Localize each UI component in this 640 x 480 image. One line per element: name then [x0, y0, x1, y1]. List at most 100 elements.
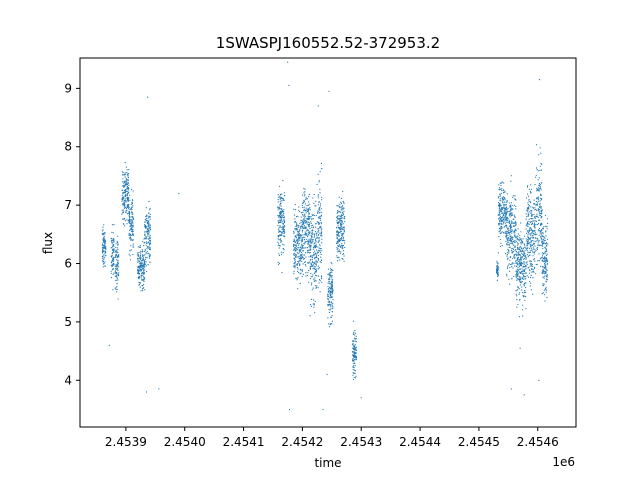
data-point	[301, 257, 303, 259]
data-point	[307, 239, 309, 241]
data-point	[331, 311, 333, 313]
data-point	[545, 278, 548, 280]
data-point	[352, 351, 354, 353]
data-point	[330, 268, 332, 271]
data-point	[343, 240, 346, 242]
data-point	[511, 278, 513, 280]
data-point	[336, 205, 338, 207]
data-point	[139, 244, 141, 247]
data-point	[520, 252, 523, 254]
data-point	[311, 225, 313, 227]
data-point	[113, 257, 115, 259]
data-point	[125, 211, 127, 213]
data-point	[293, 245, 295, 248]
data-point	[130, 259, 132, 261]
data-point	[126, 206, 128, 208]
data-point	[278, 231, 280, 233]
data-point	[316, 268, 318, 270]
data-point	[536, 187, 538, 189]
data-point	[511, 213, 513, 215]
data-point	[510, 241, 513, 243]
data-point	[499, 215, 501, 217]
data-point	[542, 292, 545, 294]
data-point	[352, 374, 354, 376]
data-point	[509, 224, 512, 226]
data-point	[315, 232, 317, 234]
data-point	[353, 359, 355, 361]
data-point	[277, 264, 280, 266]
data-point	[546, 274, 548, 276]
data-point	[283, 230, 285, 232]
data-point	[145, 256, 147, 258]
data-point	[143, 259, 145, 261]
data-point	[498, 236, 500, 238]
data-point	[149, 213, 151, 215]
data-point	[147, 224, 149, 226]
data-point	[545, 275, 547, 277]
data-point	[320, 229, 322, 231]
data-point	[339, 230, 341, 232]
data-point	[126, 219, 128, 221]
data-point	[320, 225, 322, 227]
data-point	[525, 308, 527, 310]
data-point	[301, 270, 303, 272]
data-point	[281, 271, 283, 274]
data-point	[116, 283, 118, 285]
data-point	[299, 211, 301, 213]
data-point	[307, 210, 309, 212]
data-point	[132, 232, 134, 234]
data-point	[532, 269, 534, 271]
data-point	[318, 197, 320, 199]
data-point	[339, 227, 341, 229]
data-point	[506, 267, 509, 269]
data-point	[336, 236, 338, 239]
data-point	[139, 286, 141, 288]
data-point	[354, 359, 356, 361]
data-point	[338, 244, 340, 246]
data-point	[520, 238, 522, 240]
data-point	[327, 288, 329, 290]
data-point	[314, 271, 316, 273]
data-point	[513, 222, 515, 224]
data-point	[312, 303, 314, 305]
data-point	[546, 228, 548, 230]
data-point	[110, 237, 112, 239]
data-point	[500, 222, 503, 224]
data-point	[309, 315, 311, 317]
data-point	[117, 249, 119, 251]
data-point	[277, 225, 279, 227]
data-point	[294, 250, 296, 252]
data-point	[527, 220, 529, 222]
data-point	[518, 293, 520, 295]
data-point	[525, 273, 527, 275]
data-point	[101, 230, 103, 232]
data-point	[505, 213, 507, 215]
data-point	[539, 185, 541, 188]
data-point	[498, 224, 500, 226]
data-point	[513, 262, 515, 264]
data-point	[146, 220, 149, 222]
data-point	[526, 261, 528, 263]
data-point	[329, 278, 331, 280]
data-point	[498, 189, 500, 191]
data-point	[282, 221, 284, 223]
y-tick-label: 5	[64, 315, 72, 329]
data-point	[329, 275, 331, 277]
data-point	[308, 281, 310, 283]
data-point	[532, 255, 534, 257]
data-point	[544, 225, 546, 227]
data-point	[545, 291, 547, 293]
data-point	[277, 196, 279, 198]
data-point	[305, 256, 307, 258]
data-point	[147, 233, 149, 235]
data-point	[530, 245, 532, 247]
data-point	[296, 264, 299, 266]
data-point	[320, 275, 323, 277]
data-point	[127, 175, 129, 177]
data-point	[296, 240, 298, 242]
data-point	[101, 232, 103, 234]
data-point	[515, 208, 517, 210]
data-point	[282, 224, 284, 226]
data-point	[537, 244, 539, 246]
data-point	[541, 163, 543, 165]
